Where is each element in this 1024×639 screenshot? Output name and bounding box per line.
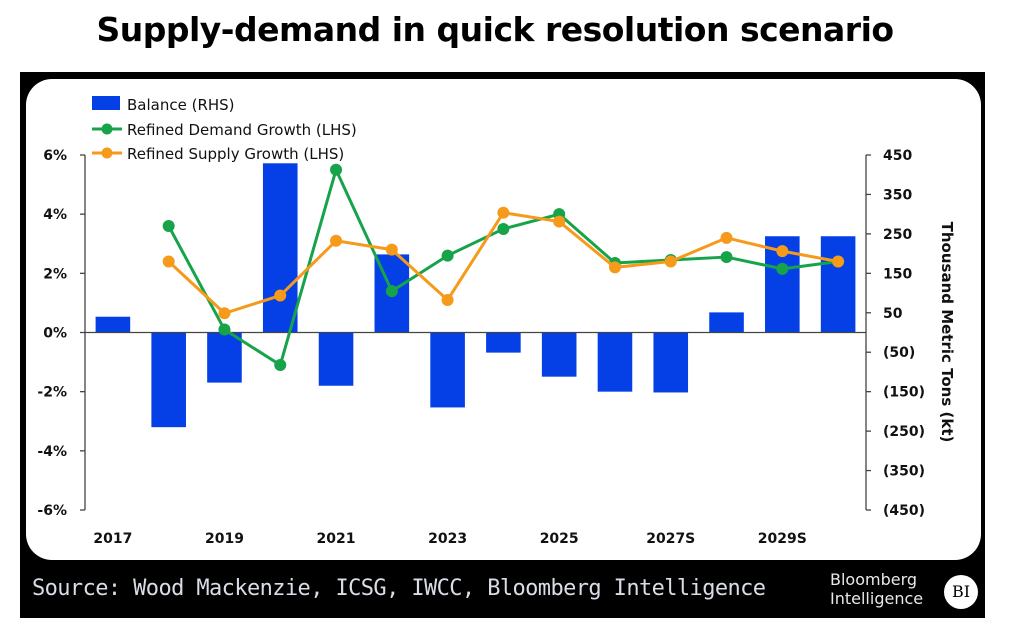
right-axis-tick-label: (350): [883, 464, 925, 480]
right-axis-tick-label: 150: [883, 266, 912, 282]
demand-growth-point: [218, 323, 231, 336]
left-axis-tick-label: 2%: [43, 266, 67, 282]
left-axis-tick-label: 0%: [43, 326, 67, 342]
balance-bar: [820, 236, 856, 333]
balance-bar: [318, 332, 354, 386]
supply-growth-point: [218, 307, 231, 320]
supply-growth-point: [162, 255, 175, 268]
legend-swatch-balance: [92, 96, 120, 110]
supply-growth-point: [497, 206, 510, 219]
supply-growth-point: [441, 293, 454, 306]
left-axis-tick-label: -4%: [37, 444, 67, 460]
supply-growth-point: [608, 261, 621, 274]
page-title: Supply-demand in quick resolution scenar…: [96, 10, 894, 49]
x-axis-tick-label: 2027S: [646, 531, 695, 547]
balance-bar: [653, 332, 689, 393]
left-axis-tick-label: -6%: [37, 503, 67, 519]
growth-lines: [162, 163, 845, 372]
demand-growth-point: [385, 285, 398, 298]
x-axis-tick-label: 2023: [428, 531, 467, 547]
left-axis-tick-label: -2%: [37, 385, 67, 401]
supply-growth-point: [553, 215, 566, 228]
right-axis-title: Thousand Metric Tons (kt): [938, 222, 956, 443]
supply-growth-point: [664, 255, 677, 268]
x-axis-tick-label: 2025: [540, 531, 579, 547]
balance-bar: [486, 332, 521, 353]
supply-growth-point: [385, 243, 398, 256]
balance-bar: [597, 332, 633, 392]
bi-badge-icon: BI: [944, 575, 978, 609]
legend-label-demand: Refined Demand Growth (LHS): [127, 121, 357, 139]
balance-bar: [151, 332, 186, 428]
right-axis-tick-label: 350: [883, 187, 912, 203]
right-axis-tick-label: 450: [883, 148, 912, 164]
balance-bar: [207, 332, 242, 383]
balance-bar: [709, 312, 744, 333]
balance-bar: [541, 332, 577, 377]
x-axis-tick-label: 2017: [93, 531, 132, 547]
balance-bar: [95, 316, 131, 333]
demand-growth-point: [330, 163, 343, 176]
right-axis-tick-label: (450): [883, 503, 925, 519]
supply-growth-point: [274, 289, 287, 302]
legend-label-balance: Balance (RHS): [127, 96, 235, 114]
left-axis-tick-label: 4%: [43, 207, 67, 223]
demand-growth-point: [720, 251, 733, 264]
supply-growth-point: [776, 245, 789, 258]
supply-growth-point: [720, 231, 733, 244]
source-note: Source: Wood Mackenzie, ICSG, IWCC, Bloo…: [32, 576, 766, 601]
x-axis-tick-label: 2019: [205, 531, 244, 547]
right-axis-tick-label: 250: [883, 227, 912, 243]
balance-bar: [430, 332, 465, 408]
demand-growth-point: [776, 262, 789, 275]
legend-marker-demand: [101, 123, 113, 135]
balance-bar: [262, 163, 298, 333]
supply-growth-point: [330, 234, 343, 247]
right-axis-tick-label: (150): [883, 385, 925, 401]
right-axis-tick-label: 50: [883, 306, 903, 322]
balance-bars: [95, 163, 856, 428]
axes: 6% 4% 2% 0% -2% -4% -6% 450 350 250 150 50 (50) (150)…: [37, 148, 925, 547]
legend: Balance (RHS) Refined Demand Growth (LHS)…: [92, 96, 357, 163]
legend-label-supply: Refined Supply Growth (LHS): [127, 145, 344, 163]
supply-growth-point: [832, 255, 845, 268]
x-axis-tick-label: 2029S: [758, 531, 807, 547]
x-axis-tick-label: 2021: [317, 531, 356, 547]
left-axis-tick-label: 6%: [43, 148, 67, 164]
right-axis-tick-label: (250): [883, 424, 925, 440]
demand-growth-point: [497, 222, 510, 235]
brand-line-1: Bloomberg: [830, 570, 918, 589]
demand-growth-point: [274, 359, 287, 372]
brand-logo-text: Bloomberg Intelligence: [830, 570, 923, 608]
demand-growth-point: [162, 220, 175, 232]
brand-line-2: Intelligence: [830, 589, 924, 608]
legend-marker-supply: [101, 147, 113, 159]
right-axis-tick-label: (50): [883, 345, 915, 361]
demand-growth-point: [441, 249, 454, 262]
